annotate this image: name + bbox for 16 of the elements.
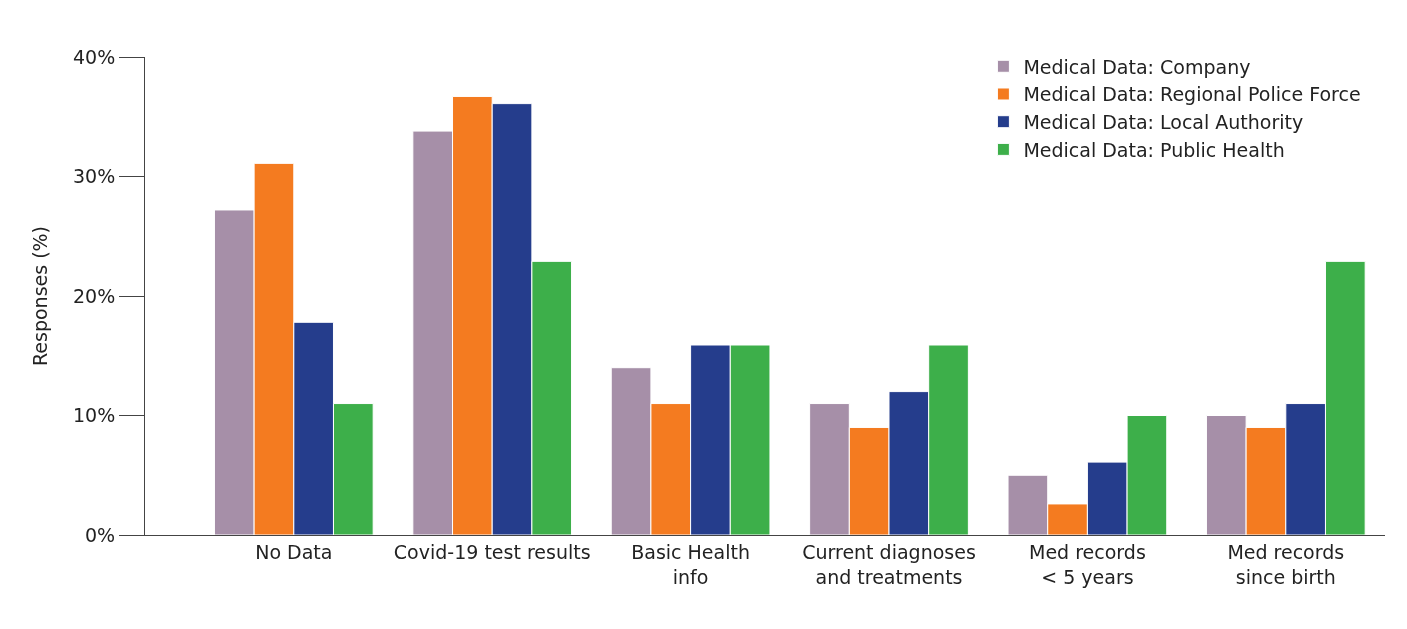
x-tick-label: Current diagnoses and treatments: [802, 540, 976, 588]
legend-label: Medical Data: Regional Police Force: [1023, 83, 1361, 106]
y-tick-label: 30%: [72, 165, 116, 188]
y-tick-label: 40%: [72, 45, 116, 68]
legend-label: Medical Data: Local Authority: [1023, 111, 1304, 134]
x-tick-label: No Data: [255, 540, 333, 563]
y-tick-label: 0%: [85, 523, 116, 546]
y-tick-label: 20%: [72, 284, 116, 307]
x-tick-label: Basic Health info: [631, 540, 750, 588]
x-tick-label: Med records since birth: [1227, 540, 1345, 588]
x-tick-label: Med records < 5 years: [1029, 540, 1146, 588]
x-tick-label: Covid-19 test results: [393, 540, 591, 563]
y-tick-label: 10%: [72, 404, 116, 427]
legend-label: Medical Data: Company: [1023, 55, 1251, 78]
y-axis-title: Responses (%): [28, 225, 51, 367]
legend-label: Medical Data: Public Health: [1023, 138, 1285, 161]
